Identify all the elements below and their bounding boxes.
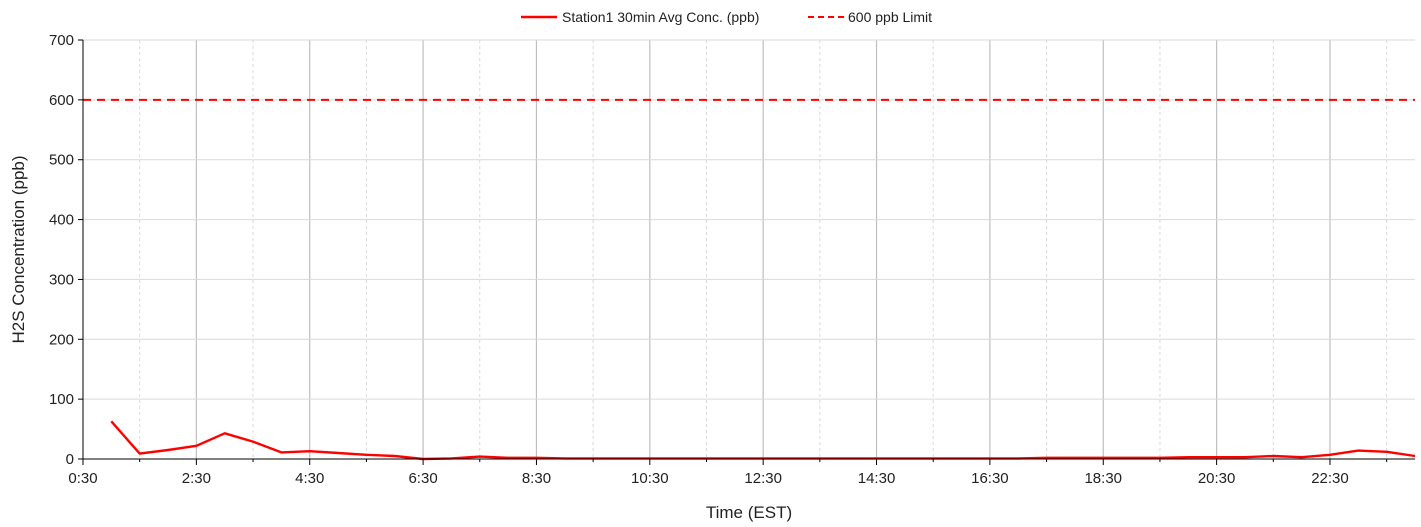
x-tick-label: 2:30: [182, 470, 211, 487]
axes: 0 100 200 300 400 500 600 700 0:30 2:30 4:30 6:30 8:…: [49, 32, 1415, 487]
y-tick-label: 200: [49, 331, 74, 348]
x-tick-label: 10:30: [631, 470, 669, 487]
y-tick-label: 400: [49, 212, 74, 229]
x-tick-label: 16:30: [971, 470, 1009, 487]
x-tick-label: 20:30: [1198, 470, 1236, 487]
y-tick-label: 700: [49, 32, 74, 49]
y-tick-label: 300: [49, 271, 74, 288]
legend-label-station1: Station1 30min Avg Conc. (ppb): [562, 9, 759, 25]
series-line-station1: [110, 420, 1416, 461]
x-tick-label: 8:30: [522, 470, 551, 487]
plot-area: [83, 98, 1416, 461]
x-tick-label: 18:30: [1084, 470, 1122, 487]
x-tick-label: 0:30: [68, 470, 97, 487]
y-axis-title: H2S Concentration (ppb): [9, 155, 28, 343]
y-tick-label: 500: [49, 152, 74, 169]
x-axis-title: Time (EST): [706, 503, 792, 522]
legend: Station1 30min Avg Conc. (ppb) 600 ppb Li…: [521, 9, 932, 25]
y-tick-label: 0: [66, 451, 74, 468]
y-tick-label: 600: [49, 92, 74, 109]
x-tick-label: 12:30: [744, 470, 782, 487]
x-tick-label: 14:30: [858, 470, 896, 487]
y-tick-label: 100: [49, 391, 74, 408]
x-tick-label: 6:30: [408, 470, 437, 487]
x-tick-label: 4:30: [295, 470, 324, 487]
x-tick-label: 22:30: [1311, 470, 1349, 487]
grid: [83, 39, 1415, 459]
legend-label-limit: 600 ppb Limit: [848, 9, 932, 25]
